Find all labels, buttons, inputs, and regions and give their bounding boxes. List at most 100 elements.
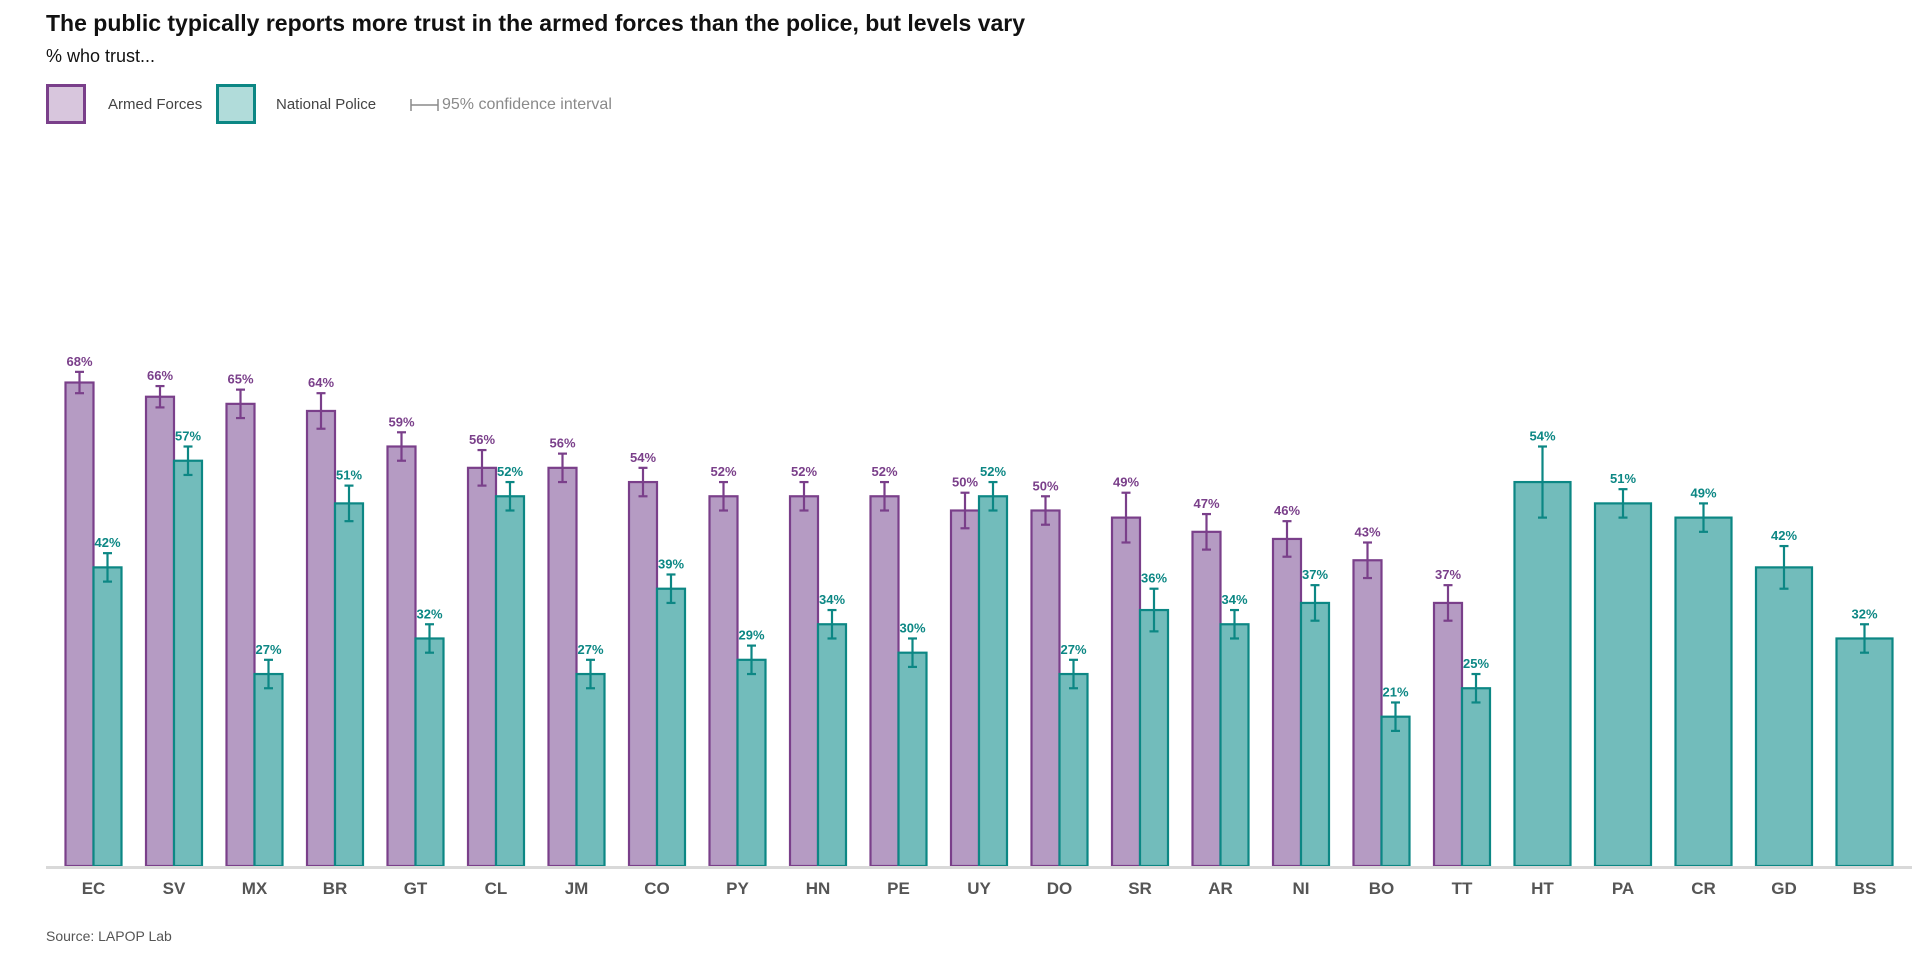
- error-bar-national-police-gt: [425, 623, 434, 654]
- data-label-national-police-hn: 34%: [819, 592, 845, 607]
- ci-legend-icon: [410, 99, 439, 111]
- error-bar-armed-forces-mx: [236, 388, 245, 420]
- data-label-armed-forces-ec: 68%: [66, 354, 92, 369]
- bar-national-police-gd: [1754, 566, 1814, 868]
- x-tick-label-gd: GD: [1771, 879, 1797, 898]
- data-label-armed-forces-mx: 65%: [227, 372, 253, 387]
- data-label-national-police-ar: 34%: [1221, 592, 1247, 607]
- error-bar-national-police-cr: [1699, 502, 1708, 533]
- data-label-national-police-sr: 36%: [1141, 571, 1167, 586]
- x-tick-label-cr: CR: [1691, 879, 1716, 898]
- data-label-armed-forces-br: 64%: [308, 375, 334, 390]
- error-bar-national-police-py: [747, 644, 756, 676]
- x-tick-label-gt: GT: [404, 879, 428, 898]
- data-label-armed-forces-hn: 52%: [791, 464, 817, 479]
- data-label-armed-forces-pe: 52%: [871, 464, 897, 479]
- bar-armed-forces-py: [708, 495, 739, 868]
- x-tick-label-hn: HN: [806, 879, 831, 898]
- bar-armed-forces-bo: [1352, 559, 1383, 868]
- data-label-armed-forces-do: 50%: [1032, 478, 1058, 493]
- bar-national-police-ni: [1299, 601, 1331, 868]
- error-bar-national-police-jm: [586, 658, 595, 690]
- bar-national-police-cl: [494, 495, 526, 868]
- data-label-armed-forces-uy: 50%: [952, 475, 978, 490]
- error-bar-national-police-pa: [1618, 488, 1628, 519]
- data-label-national-police-br: 51%: [336, 468, 362, 483]
- x-tick-label-bo: BO: [1369, 879, 1395, 898]
- bar-national-police-bs: [1835, 637, 1894, 868]
- error-bar-national-police-hn: [827, 608, 837, 640]
- data-label-national-police-ht: 54%: [1529, 429, 1555, 444]
- bar-national-police-ec: [92, 566, 123, 868]
- error-bar-national-police-ar: [1230, 608, 1239, 640]
- bar-armed-forces-sr: [1110, 516, 1142, 868]
- data-label-national-police-gt: 32%: [416, 606, 442, 621]
- bar-national-police-co: [655, 587, 687, 868]
- x-tick-label-ar: AR: [1208, 879, 1233, 898]
- error-bar-armed-forces-uy: [960, 491, 970, 530]
- x-tick-label-cl: CL: [485, 879, 508, 898]
- error-bar-armed-forces-tt: [1443, 584, 1453, 622]
- bar-national-police-uy: [977, 495, 1009, 868]
- x-tick-label-uy: UY: [967, 879, 991, 898]
- x-tick-label-do: DO: [1047, 879, 1073, 898]
- x-tick-label-bs: BS: [1853, 879, 1877, 898]
- bar-national-police-hn: [816, 623, 848, 868]
- bar-national-police-py: [736, 658, 767, 868]
- data-label-national-police-py: 29%: [738, 628, 764, 643]
- data-label-armed-forces-ar: 47%: [1193, 496, 1219, 511]
- error-bar-armed-forces-sv: [155, 384, 165, 409]
- data-label-national-police-mx: 27%: [255, 642, 281, 657]
- data-label-armed-forces-sv: 66%: [147, 368, 173, 383]
- bar-armed-forces-cl: [466, 466, 498, 868]
- error-bar-armed-forces-py: [719, 480, 728, 512]
- data-label-national-police-co: 39%: [658, 556, 684, 571]
- x-tick-label-sv: SV: [163, 879, 186, 898]
- bar-national-police-tt: [1460, 687, 1492, 868]
- legend-swatch-armed-forces: [46, 84, 86, 124]
- error-bar-armed-forces-ec: [75, 370, 84, 395]
- data-label-national-police-sv: 57%: [175, 429, 201, 444]
- error-bar-national-police-cl: [505, 480, 515, 512]
- error-bar-armed-forces-pe: [880, 480, 889, 512]
- bar-armed-forces-gt: [386, 445, 417, 868]
- error-bar-national-police-sv: [183, 445, 193, 477]
- bar-armed-forces-br: [305, 409, 337, 868]
- error-bar-national-police-co: [666, 573, 676, 605]
- bar-national-police-do: [1058, 672, 1089, 868]
- error-bar-national-police-br: [344, 484, 354, 523]
- error-bar-armed-forces-hn: [799, 480, 809, 512]
- data-label-national-police-jm: 27%: [577, 642, 603, 657]
- error-bar-national-police-gd: [1779, 544, 1789, 590]
- error-bar-armed-forces-sr: [1121, 491, 1131, 544]
- error-bar-armed-forces-jm: [558, 452, 567, 484]
- bar-national-police-jm: [575, 672, 606, 868]
- error-bar-armed-forces-bo: [1363, 541, 1372, 580]
- x-tick-label-pe: PE: [887, 879, 910, 898]
- error-bar-national-police-bs: [1860, 623, 1869, 654]
- x-tick-label-ht: HT: [1531, 879, 1554, 898]
- data-label-armed-forces-py: 52%: [710, 464, 736, 479]
- error-bar-armed-forces-co: [638, 466, 648, 498]
- data-label-national-police-ni: 37%: [1302, 567, 1328, 582]
- bar-national-police-bo: [1380, 715, 1411, 868]
- bar-national-police-ht: [1513, 480, 1572, 868]
- bar-national-police-pe: [897, 651, 928, 868]
- bar-armed-forces-mx: [225, 402, 256, 868]
- data-label-national-police-gd: 42%: [1771, 528, 1797, 543]
- error-bar-national-police-tt: [1471, 672, 1481, 704]
- x-tick-label-br: BR: [323, 879, 348, 898]
- x-tick-label-py: PY: [726, 879, 749, 898]
- bar-national-police-sv: [172, 459, 204, 868]
- data-label-national-police-cr: 49%: [1690, 485, 1716, 500]
- x-tick-label-ni: NI: [1293, 879, 1310, 898]
- x-tick-label-mx: MX: [242, 879, 268, 898]
- bar-national-police-mx: [253, 672, 284, 868]
- bar-national-police-ar: [1219, 623, 1250, 868]
- error-bar-national-police-sr: [1149, 587, 1159, 633]
- legend-label-national-police: National Police: [276, 96, 377, 113]
- bar-armed-forces-jm: [547, 466, 578, 868]
- data-label-national-police-uy: 52%: [980, 464, 1006, 479]
- bar-national-police-pa: [1593, 502, 1653, 868]
